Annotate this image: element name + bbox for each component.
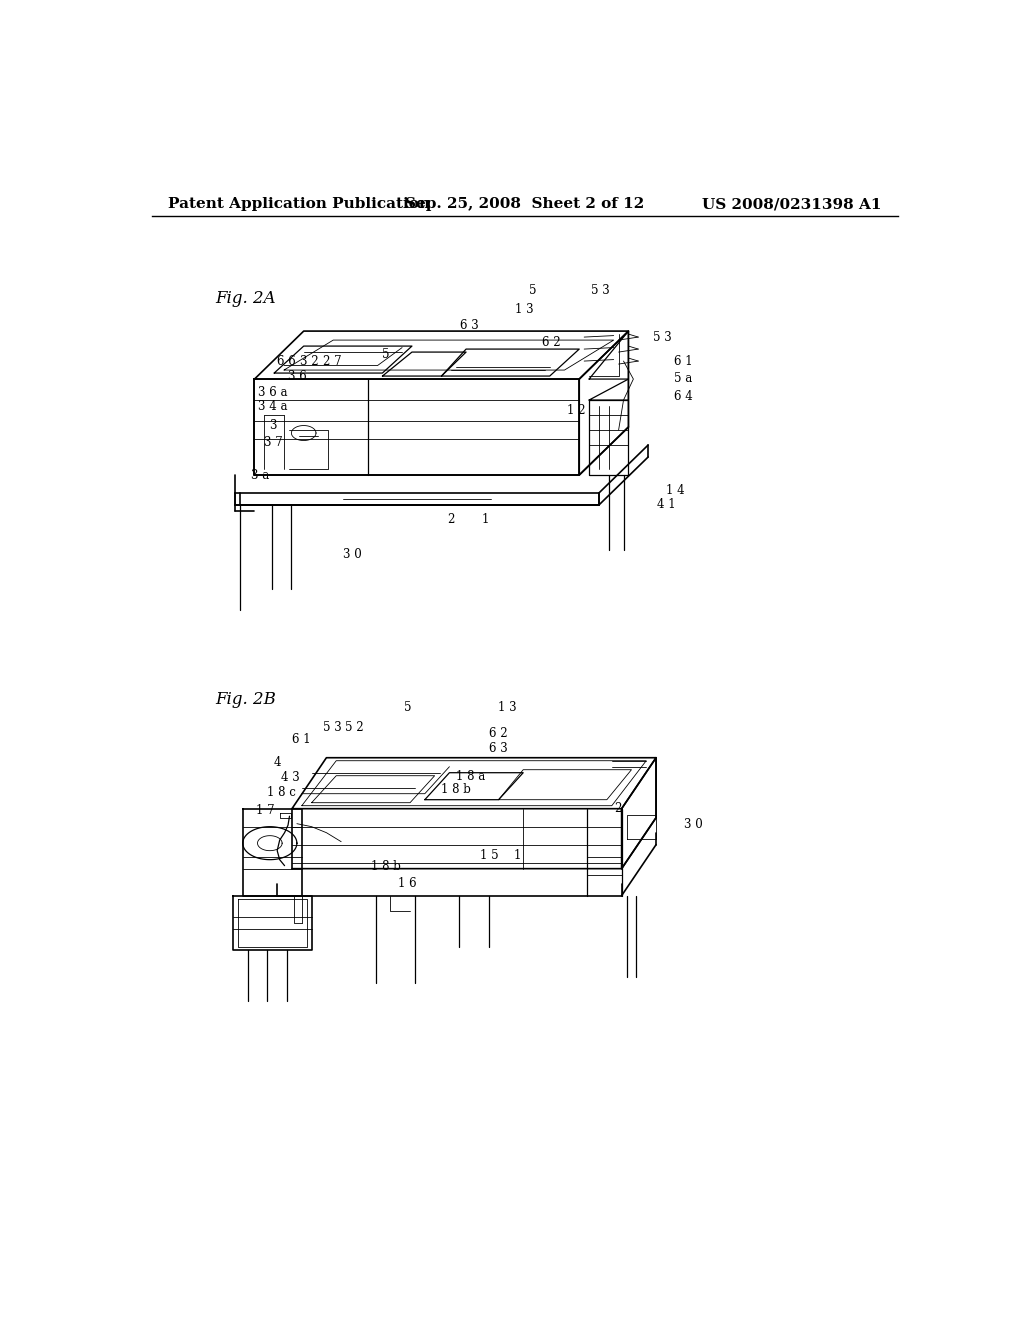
Text: 6 3: 6 3: [489, 742, 508, 755]
Text: 1 8 b: 1 8 b: [371, 861, 400, 874]
Text: 1 6: 1 6: [398, 876, 417, 890]
Text: 1: 1: [513, 849, 520, 862]
Text: 2: 2: [447, 512, 455, 525]
Text: 4 3: 4 3: [282, 771, 300, 784]
Text: 6 6: 6 6: [278, 355, 296, 368]
Text: 5 a: 5 a: [675, 372, 692, 385]
Text: 6 1: 6 1: [674, 355, 693, 368]
Text: US 2008/0231398 A1: US 2008/0231398 A1: [702, 197, 882, 211]
Text: 1 8 a: 1 8 a: [457, 770, 485, 783]
Text: 5: 5: [382, 348, 390, 362]
Text: 5 2: 5 2: [345, 721, 364, 734]
Text: Fig. 2B: Fig. 2B: [215, 690, 276, 708]
Text: 5: 5: [403, 701, 411, 714]
Text: 1 5: 1 5: [480, 849, 499, 862]
Text: 3: 3: [269, 420, 276, 432]
Text: 1 8 c: 1 8 c: [266, 787, 296, 799]
Text: 5: 5: [529, 284, 537, 297]
Text: 3 7: 3 7: [264, 437, 283, 450]
Text: 3 2: 3 2: [300, 355, 318, 368]
Text: Sep. 25, 2008  Sheet 2 of 12: Sep. 25, 2008 Sheet 2 of 12: [406, 197, 644, 211]
Text: 5 3: 5 3: [652, 331, 672, 343]
Text: 1 4: 1 4: [667, 484, 685, 498]
Text: 3 0: 3 0: [343, 548, 361, 561]
Text: 2: 2: [614, 803, 622, 816]
Text: 1 8 b: 1 8 b: [440, 783, 471, 796]
Text: 4: 4: [273, 755, 281, 768]
Text: 2 7: 2 7: [324, 355, 342, 368]
Text: Fig. 2A: Fig. 2A: [215, 290, 275, 308]
Text: 1 7: 1 7: [256, 804, 274, 817]
Text: 3 4 a: 3 4 a: [258, 400, 288, 413]
Text: 6 2: 6 2: [542, 335, 560, 348]
Text: 3 6: 3 6: [288, 371, 306, 383]
Text: 4 1: 4 1: [656, 499, 676, 511]
Text: 5 3: 5 3: [324, 721, 342, 734]
Text: 1 3: 1 3: [498, 701, 517, 714]
Text: 1 3: 1 3: [515, 304, 535, 317]
Text: Patent Application Publication: Patent Application Publication: [168, 197, 430, 211]
Text: 6 4: 6 4: [674, 389, 693, 403]
Text: 3 0: 3 0: [684, 817, 702, 830]
Text: 1: 1: [481, 512, 488, 525]
Text: 3 a: 3 a: [252, 469, 269, 482]
Text: 6 2: 6 2: [489, 727, 508, 741]
Text: 3 6 a: 3 6 a: [258, 385, 288, 399]
Text: 5 3: 5 3: [591, 284, 609, 297]
Text: 6 3: 6 3: [460, 318, 478, 331]
Text: 6 1: 6 1: [292, 734, 310, 746]
Text: 1 2: 1 2: [567, 404, 586, 417]
